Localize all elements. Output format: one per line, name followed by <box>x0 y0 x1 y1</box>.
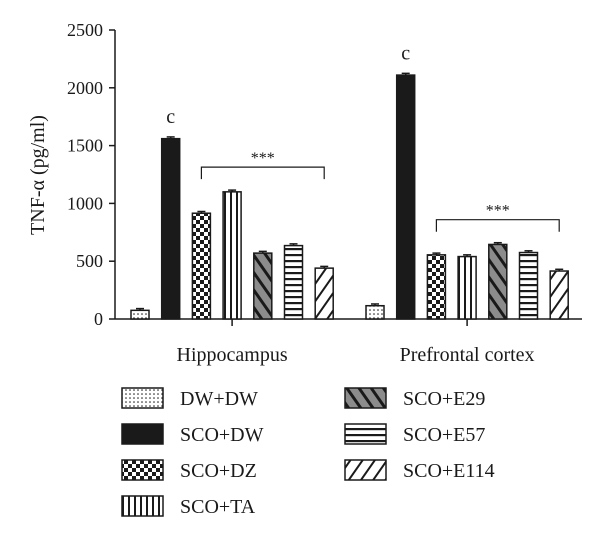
bar <box>283 244 304 320</box>
legend-label: SCO+E114 <box>403 460 495 482</box>
legend-swatch <box>121 495 164 517</box>
y-axis-title: TNF-α (pg/ml) <box>27 115 49 235</box>
bar-annotation-label: c <box>401 42 410 64</box>
significance-bracket <box>435 219 560 232</box>
y-tick-label: 1500 <box>67 136 103 156</box>
legend-swatch <box>344 423 387 445</box>
x-axis-ticks: Hippocampus Prefrontal cortex <box>177 319 535 366</box>
bar <box>518 251 539 320</box>
y-tick-label: 2000 <box>67 78 103 98</box>
legend-swatch <box>121 459 164 481</box>
x-tick-label: Hippocampus <box>177 344 288 366</box>
legend-swatch <box>121 387 164 409</box>
legend-label: SCO+DZ <box>180 460 257 482</box>
legend-label: SCO+E29 <box>403 388 485 410</box>
significance-bracket <box>200 166 325 180</box>
bar <box>191 212 212 320</box>
legend-label: SCO+DW <box>180 424 264 446</box>
bar-annotation-label: c <box>166 106 175 128</box>
bar <box>395 74 416 320</box>
y-axis-ticks: 0 500 1000 1500 2000 2500 <box>67 20 115 329</box>
x-tick-label: Prefrontal cortex <box>400 344 535 366</box>
legend-swatch <box>344 459 387 481</box>
significance-brackets: *** *** <box>200 150 560 232</box>
legend-swatch <box>121 423 164 445</box>
bar <box>488 243 508 320</box>
legend-label: DW+DW <box>180 388 258 410</box>
y-tick-label: 0 <box>94 309 103 329</box>
y-tick-label: 500 <box>76 251 103 271</box>
bar <box>253 252 273 320</box>
bar <box>457 255 477 320</box>
legend: DW+DW SCO+DW SCO+DZ SCO+TA SCO+E29 SCO+E57 SCO… <box>121 387 495 518</box>
bar <box>549 270 569 320</box>
y-tick-label: 2500 <box>67 20 103 40</box>
bar <box>314 267 334 320</box>
significance-label: *** <box>251 150 275 167</box>
legend-swatch <box>344 387 387 409</box>
bar <box>365 304 385 320</box>
bar-series: cc <box>130 42 569 320</box>
significance-label: *** <box>486 203 510 220</box>
bar <box>130 309 150 320</box>
bar <box>160 137 181 320</box>
bar <box>426 254 447 320</box>
legend-label: SCO+E57 <box>403 424 485 446</box>
y-tick-label: 1000 <box>67 193 103 213</box>
legend-label: SCO+TA <box>180 496 256 518</box>
bar <box>222 191 242 320</box>
